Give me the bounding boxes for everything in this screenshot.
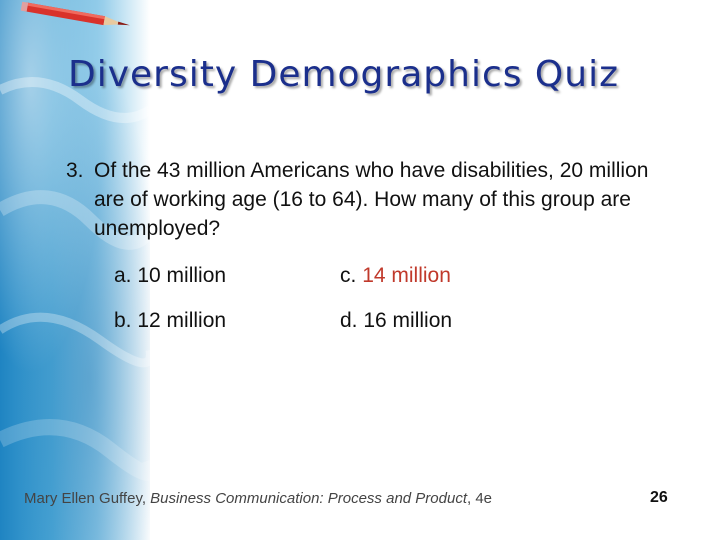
answer-d: d. 16 million [340,309,452,333]
slide-title: Diversity Demographics Quiz [68,54,619,95]
footer-book-title: Business Communication: Process and Prod… [150,490,467,507]
answer-value-highlighted: 14 million [362,264,451,287]
answer-letter: b. [114,309,132,332]
question-number: 3. [66,159,84,182]
answer-value: 12 million [137,309,227,332]
answer-value: 16 million [363,309,453,332]
question-text: Of the 43 million Americans who have dis… [94,159,649,240]
decorative-side-band [0,0,150,540]
answer-letter: c. [340,264,357,287]
footer-author: Mary Ellen Guffey, [24,490,151,507]
answer-b: b. 12 million [114,309,226,333]
answer-letter: a. [114,264,132,287]
answer-c: c. 14 million [340,264,451,288]
answer-a: a. 10 million [114,264,226,288]
footer-edition: , 4e [467,490,493,507]
answer-value: 10 million [137,264,227,287]
page-number: 26 [650,489,668,506]
question-block: 3. Of the 43 million Americans who have … [66,156,666,243]
answer-letter: d. [340,309,358,332]
footer-citation: Mary Ellen Guffey, Business Communicatio… [24,490,492,507]
pencil-icon [20,1,130,26]
water-texture [0,77,150,481]
